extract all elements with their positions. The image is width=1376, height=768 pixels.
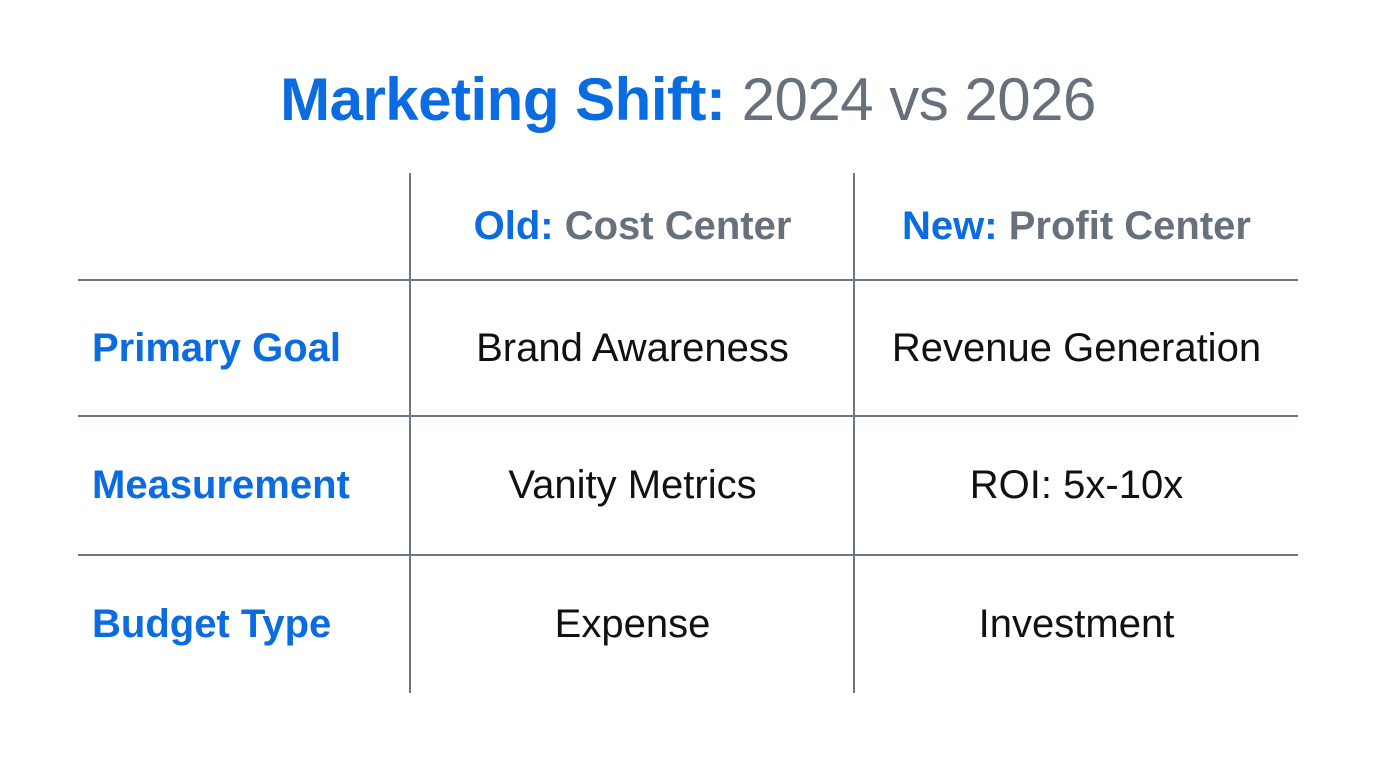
table-cell-new: Revenue Generation — [891, 325, 1262, 370]
row-label: Budget Type — [92, 602, 332, 646]
header-new: New: Profit Center — [855, 174, 1298, 279]
row-divider — [78, 279, 1298, 281]
row-divider — [78, 554, 1298, 556]
column-divider — [409, 173, 411, 693]
title-accent: Marketing Shift: — [280, 66, 726, 133]
title-rest: 2024 vs 2026 — [741, 66, 1097, 133]
table-cell-new: ROI: 5x-10x — [969, 463, 1184, 507]
header-new-label: Profit Center — [1008, 204, 1251, 248]
column-divider — [853, 173, 855, 693]
row-divider — [78, 415, 1298, 417]
header-old-label: Cost Center — [564, 204, 792, 248]
header-old: Old: Cost Center — [411, 174, 854, 279]
header-old-accent: Old: — [473, 204, 554, 248]
row-label: Measurement — [92, 463, 350, 507]
table-cell-old: Vanity Metrics — [508, 463, 757, 507]
page-title: Marketing Shift: 2024 vs 2026 — [0, 62, 1376, 138]
header-new-accent: New: — [902, 204, 998, 248]
table-cell-old: Brand Awareness — [476, 325, 789, 370]
table-cell-new: Investment — [978, 602, 1175, 646]
row-label: Primary Goal — [92, 325, 342, 370]
table-cell-old: Expense — [554, 602, 711, 646]
